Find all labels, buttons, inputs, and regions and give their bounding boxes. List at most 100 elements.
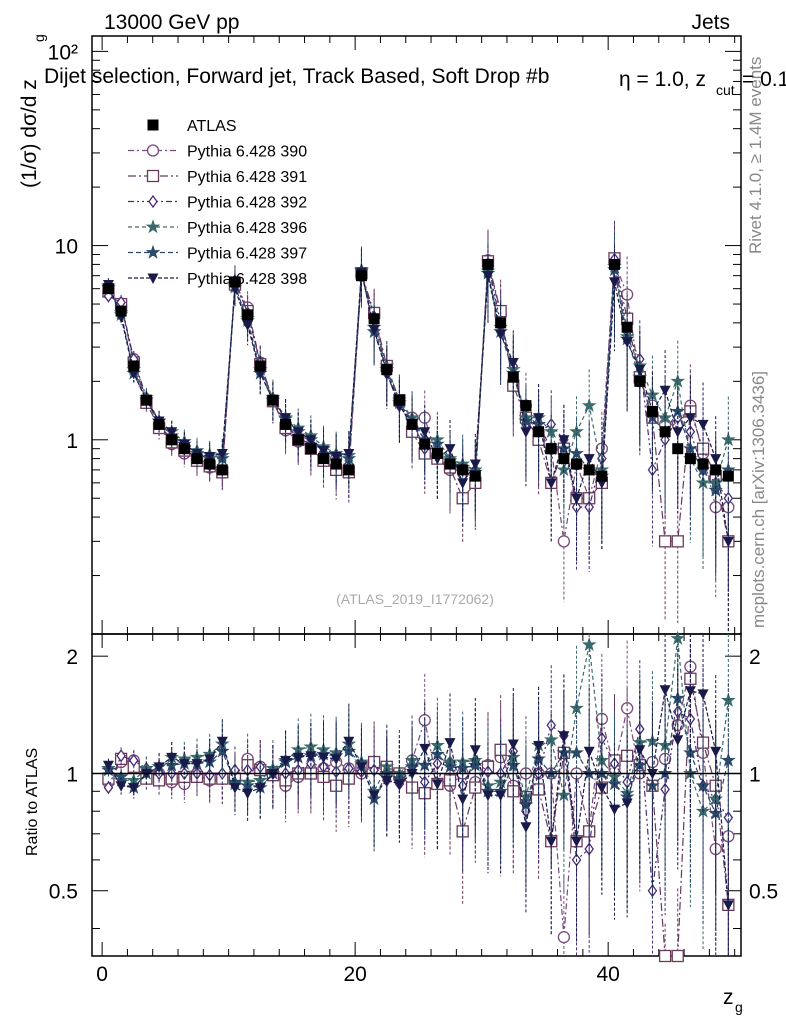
data-point bbox=[621, 337, 633, 348]
energy-label: 13000 GeV pp bbox=[104, 11, 239, 34]
legend-marker bbox=[148, 194, 158, 209]
ratio-point bbox=[318, 752, 330, 764]
data-point bbox=[495, 329, 507, 341]
data-point bbox=[115, 305, 127, 317]
subtitle-sub: cut bbox=[716, 82, 735, 98]
ratio-point bbox=[166, 752, 178, 764]
data-point bbox=[507, 358, 519, 369]
data-point bbox=[520, 427, 532, 438]
ratio-point bbox=[569, 745, 584, 759]
ratio-point bbox=[621, 798, 633, 809]
data-point bbox=[469, 470, 481, 482]
data-point bbox=[583, 464, 595, 476]
ratio-point bbox=[583, 746, 595, 758]
data-point bbox=[292, 434, 304, 446]
ratio-series-390 bbox=[102, 634, 735, 956]
y-tick-label: 10 bbox=[55, 236, 78, 259]
data-point bbox=[581, 397, 597, 412]
ratio-point bbox=[242, 788, 254, 800]
ratio-point bbox=[495, 790, 507, 802]
legend-label: Pythia 6.428 392 bbox=[187, 195, 307, 212]
rivet-label: Rivet 4.1.0, ≥ 1.4M events bbox=[746, 57, 765, 254]
data-point bbox=[368, 313, 380, 325]
ratio-tick-label-right: 1 bbox=[749, 763, 761, 786]
ratio-point bbox=[305, 751, 317, 762]
data-point bbox=[608, 277, 620, 288]
ratio-tick-label-right: 2 bbox=[749, 646, 761, 669]
data-point bbox=[280, 413, 292, 424]
data-point bbox=[659, 385, 671, 397]
data-point bbox=[318, 446, 330, 457]
data-point bbox=[482, 258, 494, 270]
ratio-series-392 bbox=[103, 639, 734, 956]
legend-marker bbox=[145, 219, 161, 234]
ratio-point bbox=[116, 749, 126, 763]
ratio-point bbox=[393, 779, 405, 790]
data-point bbox=[545, 478, 557, 489]
data-point bbox=[229, 276, 241, 288]
ratio-point bbox=[482, 790, 494, 802]
data-point bbox=[634, 375, 646, 387]
ratio-point bbox=[343, 736, 355, 748]
series-line bbox=[107, 258, 729, 542]
ratio-point bbox=[697, 689, 709, 700]
y-tick-label: 10² bbox=[48, 41, 78, 64]
data-point bbox=[545, 443, 557, 455]
main-series-group bbox=[101, 220, 736, 634]
subtitle-main: Dijet selection, Forward jet, Track Base… bbox=[44, 65, 549, 88]
data-point bbox=[431, 447, 443, 459]
data-point bbox=[102, 283, 114, 295]
ratio-point bbox=[368, 790, 380, 802]
ratio-point bbox=[596, 783, 608, 794]
ratio-point bbox=[710, 746, 722, 758]
legend-marker bbox=[147, 273, 159, 284]
ratio-point bbox=[722, 900, 734, 911]
ratio-point bbox=[191, 759, 203, 770]
data-point bbox=[216, 448, 228, 460]
legend-item: Pythia 6.428 391 bbox=[128, 169, 307, 186]
x-axis-title-sub: g bbox=[735, 999, 743, 1015]
ratio-axis-title: Ratio to ATLAS bbox=[24, 748, 41, 856]
data-point bbox=[583, 454, 595, 465]
data-point bbox=[406, 418, 418, 430]
data-point bbox=[670, 373, 686, 388]
ratio-point bbox=[355, 762, 367, 773]
data-point bbox=[444, 458, 456, 470]
subtitle-end: = 0.1 bbox=[742, 68, 786, 91]
data-point bbox=[355, 270, 367, 282]
ratio-point bbox=[153, 762, 165, 773]
data-point bbox=[533, 426, 545, 438]
data-point bbox=[658, 535, 672, 548]
data-point bbox=[507, 371, 519, 383]
ratio-point bbox=[204, 754, 216, 765]
data-point bbox=[697, 419, 709, 431]
data-point bbox=[697, 458, 709, 470]
data-point bbox=[254, 360, 266, 372]
ratio-point bbox=[672, 735, 684, 746]
data-point bbox=[393, 394, 405, 406]
data-point bbox=[457, 464, 469, 476]
ratio-line bbox=[107, 689, 729, 905]
data-point bbox=[330, 458, 342, 470]
ratio-point bbox=[571, 836, 583, 848]
data-point bbox=[482, 271, 494, 282]
ratio-point bbox=[659, 685, 671, 696]
ratio-tick-label-left: 2 bbox=[66, 646, 78, 669]
x-tick-label: 40 bbox=[596, 963, 619, 986]
data-point bbox=[305, 443, 317, 455]
ratio-point bbox=[507, 739, 519, 751]
ratio-line bbox=[107, 638, 729, 813]
data-point bbox=[267, 394, 279, 406]
ratio-point bbox=[520, 822, 532, 833]
data-point bbox=[558, 435, 570, 446]
data-point bbox=[368, 324, 380, 336]
ratio-point bbox=[581, 636, 597, 651]
data-point bbox=[571, 458, 583, 470]
ratio-point bbox=[545, 836, 557, 848]
ratio-point bbox=[684, 686, 696, 697]
y-axis-title: (1/σ) dσ/d z g bbox=[18, 34, 47, 188]
ratio-point bbox=[128, 783, 140, 794]
data-point bbox=[381, 364, 393, 376]
legend-item: Pythia 6.428 398 bbox=[128, 271, 307, 288]
